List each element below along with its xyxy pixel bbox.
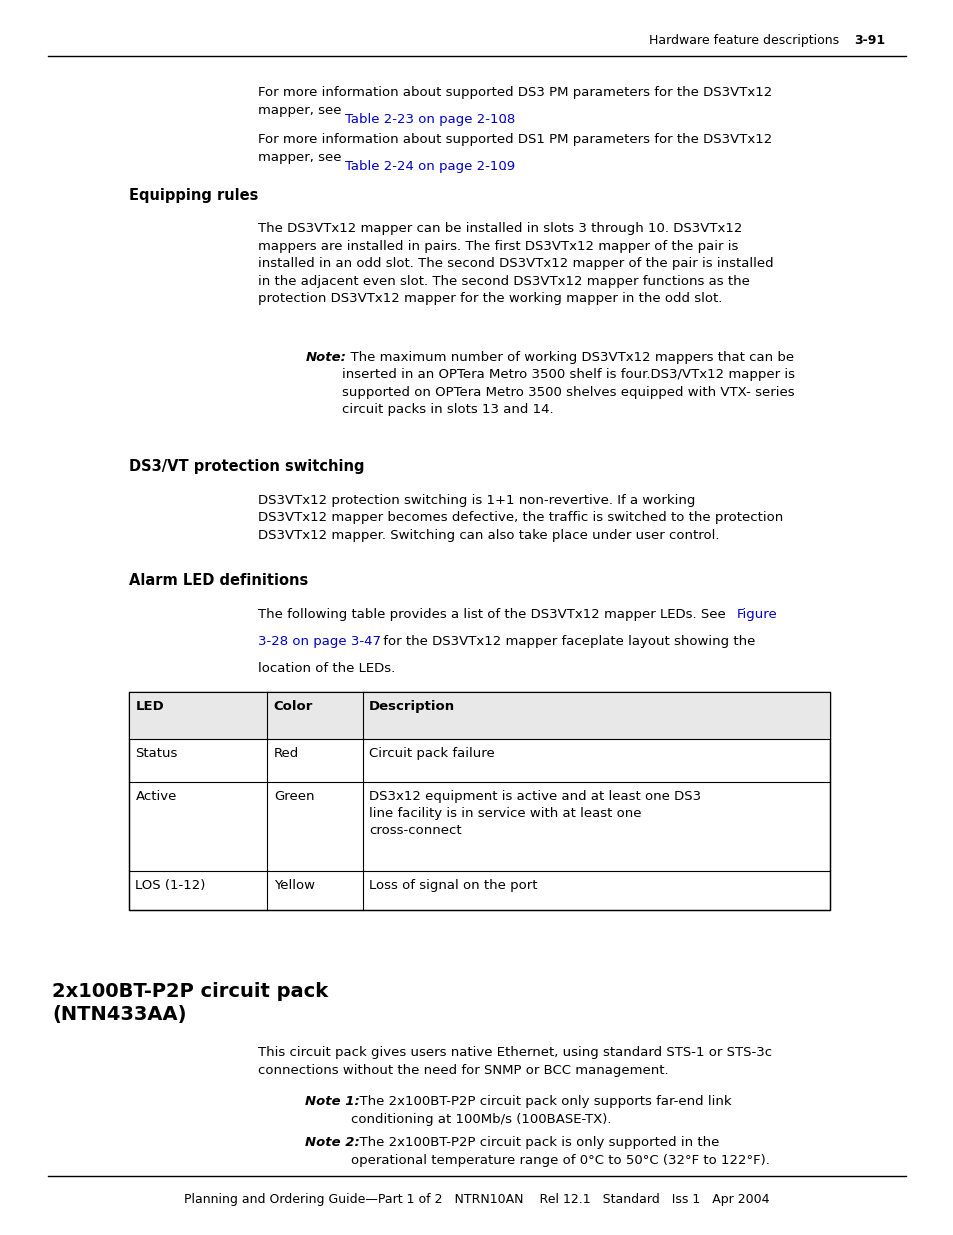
Text: LOS (1-12): LOS (1-12) bbox=[135, 879, 206, 893]
Text: .: . bbox=[502, 159, 506, 173]
Text: LED: LED bbox=[135, 700, 164, 714]
Text: DS3VTx12 protection switching is 1+1 non-revertive. If a working
DS3VTx12 mapper: DS3VTx12 protection switching is 1+1 non… bbox=[257, 494, 782, 542]
Text: .: . bbox=[502, 112, 506, 126]
Text: Red: Red bbox=[274, 747, 298, 761]
Text: Table 2-23 on page 2-108: Table 2-23 on page 2-108 bbox=[345, 112, 515, 126]
Text: Hardware feature descriptions: Hardware feature descriptions bbox=[649, 33, 839, 47]
Text: The 2x100BT-P2P circuit pack is only supported in the
operational temperature ra: The 2x100BT-P2P circuit pack is only sup… bbox=[351, 1136, 769, 1167]
Text: location of the LEDs.: location of the LEDs. bbox=[257, 662, 395, 676]
Bar bbox=[129, 692, 829, 739]
Text: 3-28 on page 3-47: 3-28 on page 3-47 bbox=[257, 635, 380, 648]
Text: DS3/VT protection switching: DS3/VT protection switching bbox=[129, 459, 364, 474]
Text: Planning and Ordering Guide—Part 1 of 2   NTRN10AN    Rel 12.1   Standard   Iss : Planning and Ordering Guide—Part 1 of 2 … bbox=[184, 1193, 769, 1207]
Text: for the DS3VTx12 mapper faceplate layout showing the: for the DS3VTx12 mapper faceplate layout… bbox=[378, 635, 755, 648]
Text: 3-91: 3-91 bbox=[853, 33, 884, 47]
Text: Description: Description bbox=[369, 700, 455, 714]
Text: Figure: Figure bbox=[736, 608, 777, 621]
Text: Active: Active bbox=[135, 790, 176, 804]
Text: The DS3VTx12 mapper can be installed in slots 3 through 10. DS3VTx12
mappers are: The DS3VTx12 mapper can be installed in … bbox=[257, 222, 772, 305]
Text: Circuit pack failure: Circuit pack failure bbox=[369, 747, 495, 761]
Text: Note 2:: Note 2: bbox=[305, 1136, 359, 1150]
Text: The following table provides a list of the DS3VTx12 mapper LEDs. See: The following table provides a list of t… bbox=[257, 608, 729, 621]
Text: Equipping rules: Equipping rules bbox=[129, 188, 258, 203]
Text: The maximum number of working DS3VTx12 mappers that can be
inserted in an OPTera: The maximum number of working DS3VTx12 m… bbox=[341, 351, 794, 416]
Text: Table 2-24 on page 2-109: Table 2-24 on page 2-109 bbox=[345, 159, 515, 173]
Bar bbox=[129, 692, 829, 910]
Text: Note:: Note: bbox=[305, 351, 346, 364]
Text: For more information about supported DS3 PM parameters for the DS3VTx12
mapper, : For more information about supported DS3… bbox=[257, 86, 771, 117]
Text: Yellow: Yellow bbox=[274, 879, 314, 893]
Text: Alarm LED definitions: Alarm LED definitions bbox=[129, 573, 308, 588]
Text: This circuit pack gives users native Ethernet, using standard STS-1 or STS-3c
co: This circuit pack gives users native Eth… bbox=[257, 1046, 771, 1077]
Text: The 2x100BT-P2P circuit pack only supports far-end link
conditioning at 100Mb/s : The 2x100BT-P2P circuit pack only suppor… bbox=[351, 1095, 731, 1126]
Text: Note 1:: Note 1: bbox=[305, 1095, 359, 1109]
Text: Color: Color bbox=[274, 700, 313, 714]
Text: Green: Green bbox=[274, 790, 314, 804]
Text: For more information about supported DS1 PM parameters for the DS3VTx12
mapper, : For more information about supported DS1… bbox=[257, 133, 771, 164]
Text: Status: Status bbox=[135, 747, 177, 761]
Text: Loss of signal on the port: Loss of signal on the port bbox=[369, 879, 537, 893]
Text: 2x100BT-P2P circuit pack
(NTN433AA): 2x100BT-P2P circuit pack (NTN433AA) bbox=[52, 982, 328, 1024]
Text: DS3x12 equipment is active and at least one DS3
line facility is in service with: DS3x12 equipment is active and at least … bbox=[369, 790, 700, 837]
